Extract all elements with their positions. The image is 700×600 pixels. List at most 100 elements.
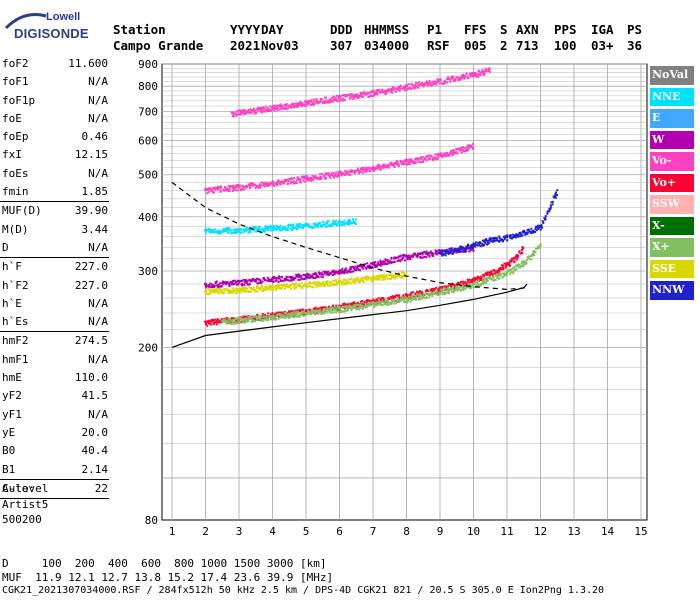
echo-point bbox=[422, 85, 425, 88]
echo-point bbox=[240, 280, 243, 283]
echo-point bbox=[437, 292, 440, 295]
echo-point bbox=[503, 262, 506, 265]
echo-point bbox=[298, 222, 301, 225]
echo-point bbox=[460, 250, 463, 253]
echo-point bbox=[529, 231, 532, 234]
echo-point bbox=[274, 312, 277, 315]
echo-point bbox=[251, 316, 254, 319]
echo-point bbox=[373, 302, 376, 305]
echo-point bbox=[308, 224, 311, 227]
echo-point bbox=[228, 189, 231, 192]
echo-point bbox=[357, 276, 360, 279]
echo-point bbox=[378, 276, 381, 279]
echo-point bbox=[445, 291, 448, 294]
echo-point bbox=[393, 256, 396, 259]
echo-point bbox=[465, 285, 468, 288]
echo-point bbox=[456, 287, 459, 290]
echo-point bbox=[387, 261, 390, 264]
echo-point bbox=[290, 283, 293, 286]
echo-point bbox=[379, 263, 382, 266]
echo-point bbox=[281, 313, 284, 316]
echo-point bbox=[355, 277, 358, 280]
param-row: yF1 N/A bbox=[0, 406, 111, 424]
echo-point bbox=[396, 164, 399, 167]
param-value: 40.4 bbox=[81, 444, 109, 458]
echo-point bbox=[477, 276, 480, 279]
echo-point bbox=[498, 240, 501, 243]
echo-point bbox=[483, 239, 486, 242]
echo-point bbox=[339, 308, 342, 311]
echo-point bbox=[487, 242, 490, 245]
echo-point bbox=[514, 236, 517, 239]
echo-point bbox=[215, 280, 218, 283]
echo-point bbox=[345, 306, 348, 309]
echo-point bbox=[438, 82, 441, 85]
echo-point bbox=[299, 223, 302, 226]
echo-point bbox=[488, 241, 491, 244]
echo-point bbox=[431, 293, 434, 296]
echo-point bbox=[260, 286, 263, 289]
echo-point bbox=[307, 273, 310, 276]
echo-point bbox=[379, 301, 382, 304]
echo-point bbox=[322, 224, 325, 227]
echo-point bbox=[296, 105, 299, 108]
echo-point bbox=[337, 270, 340, 273]
echo-point bbox=[367, 299, 370, 302]
echo-point bbox=[418, 290, 421, 293]
echo-point bbox=[331, 174, 334, 177]
echo-point bbox=[345, 173, 348, 176]
echo-point bbox=[510, 260, 513, 263]
series-point bbox=[505, 270, 509, 274]
echo-point bbox=[359, 307, 362, 310]
echo-point bbox=[443, 250, 446, 253]
echo-point bbox=[260, 281, 263, 284]
echo-point bbox=[520, 234, 523, 237]
echo-point bbox=[305, 179, 308, 182]
echo-point bbox=[243, 113, 246, 116]
echo-point bbox=[354, 265, 357, 268]
echo-point bbox=[279, 280, 282, 283]
echo-point bbox=[352, 267, 355, 270]
echo-point bbox=[435, 253, 438, 256]
echo-point bbox=[382, 163, 385, 166]
param-label: foF2 bbox=[2, 57, 29, 70]
echo-point bbox=[362, 307, 365, 310]
echo-point bbox=[256, 107, 259, 110]
echo-point bbox=[247, 290, 250, 293]
echo-point bbox=[439, 152, 442, 155]
echo-point bbox=[421, 253, 424, 256]
echo-point bbox=[295, 314, 298, 317]
echo-point bbox=[335, 175, 338, 178]
echo-point bbox=[275, 106, 278, 109]
echo-point bbox=[520, 252, 523, 255]
echo-point bbox=[291, 282, 294, 285]
header-label: YYYY bbox=[230, 22, 261, 37]
echo-point bbox=[327, 309, 330, 312]
echo-point bbox=[453, 249, 456, 252]
echo-point bbox=[396, 87, 399, 90]
echo-point bbox=[417, 292, 420, 295]
echo-point bbox=[446, 288, 449, 291]
echo-point bbox=[253, 315, 256, 318]
legend-entry: E bbox=[650, 109, 694, 128]
echo-point bbox=[209, 292, 212, 295]
param-label: hmE bbox=[2, 371, 22, 385]
echo-point bbox=[380, 297, 383, 300]
echo-point bbox=[264, 285, 267, 288]
echo-point bbox=[279, 229, 282, 232]
echo-point bbox=[414, 85, 417, 88]
echo-point bbox=[224, 288, 227, 291]
echo-point bbox=[468, 250, 471, 253]
echo-point bbox=[345, 222, 348, 225]
echo-point bbox=[288, 311, 291, 314]
echo-point bbox=[374, 277, 377, 280]
echo-point bbox=[237, 230, 240, 233]
echo-point bbox=[280, 311, 283, 314]
echo-point bbox=[214, 281, 217, 284]
echo-point bbox=[273, 316, 276, 319]
echo-point bbox=[475, 284, 478, 287]
echo-point bbox=[343, 173, 346, 176]
echo-point bbox=[211, 190, 214, 193]
echo-point bbox=[423, 255, 426, 258]
echo-point bbox=[469, 75, 472, 78]
